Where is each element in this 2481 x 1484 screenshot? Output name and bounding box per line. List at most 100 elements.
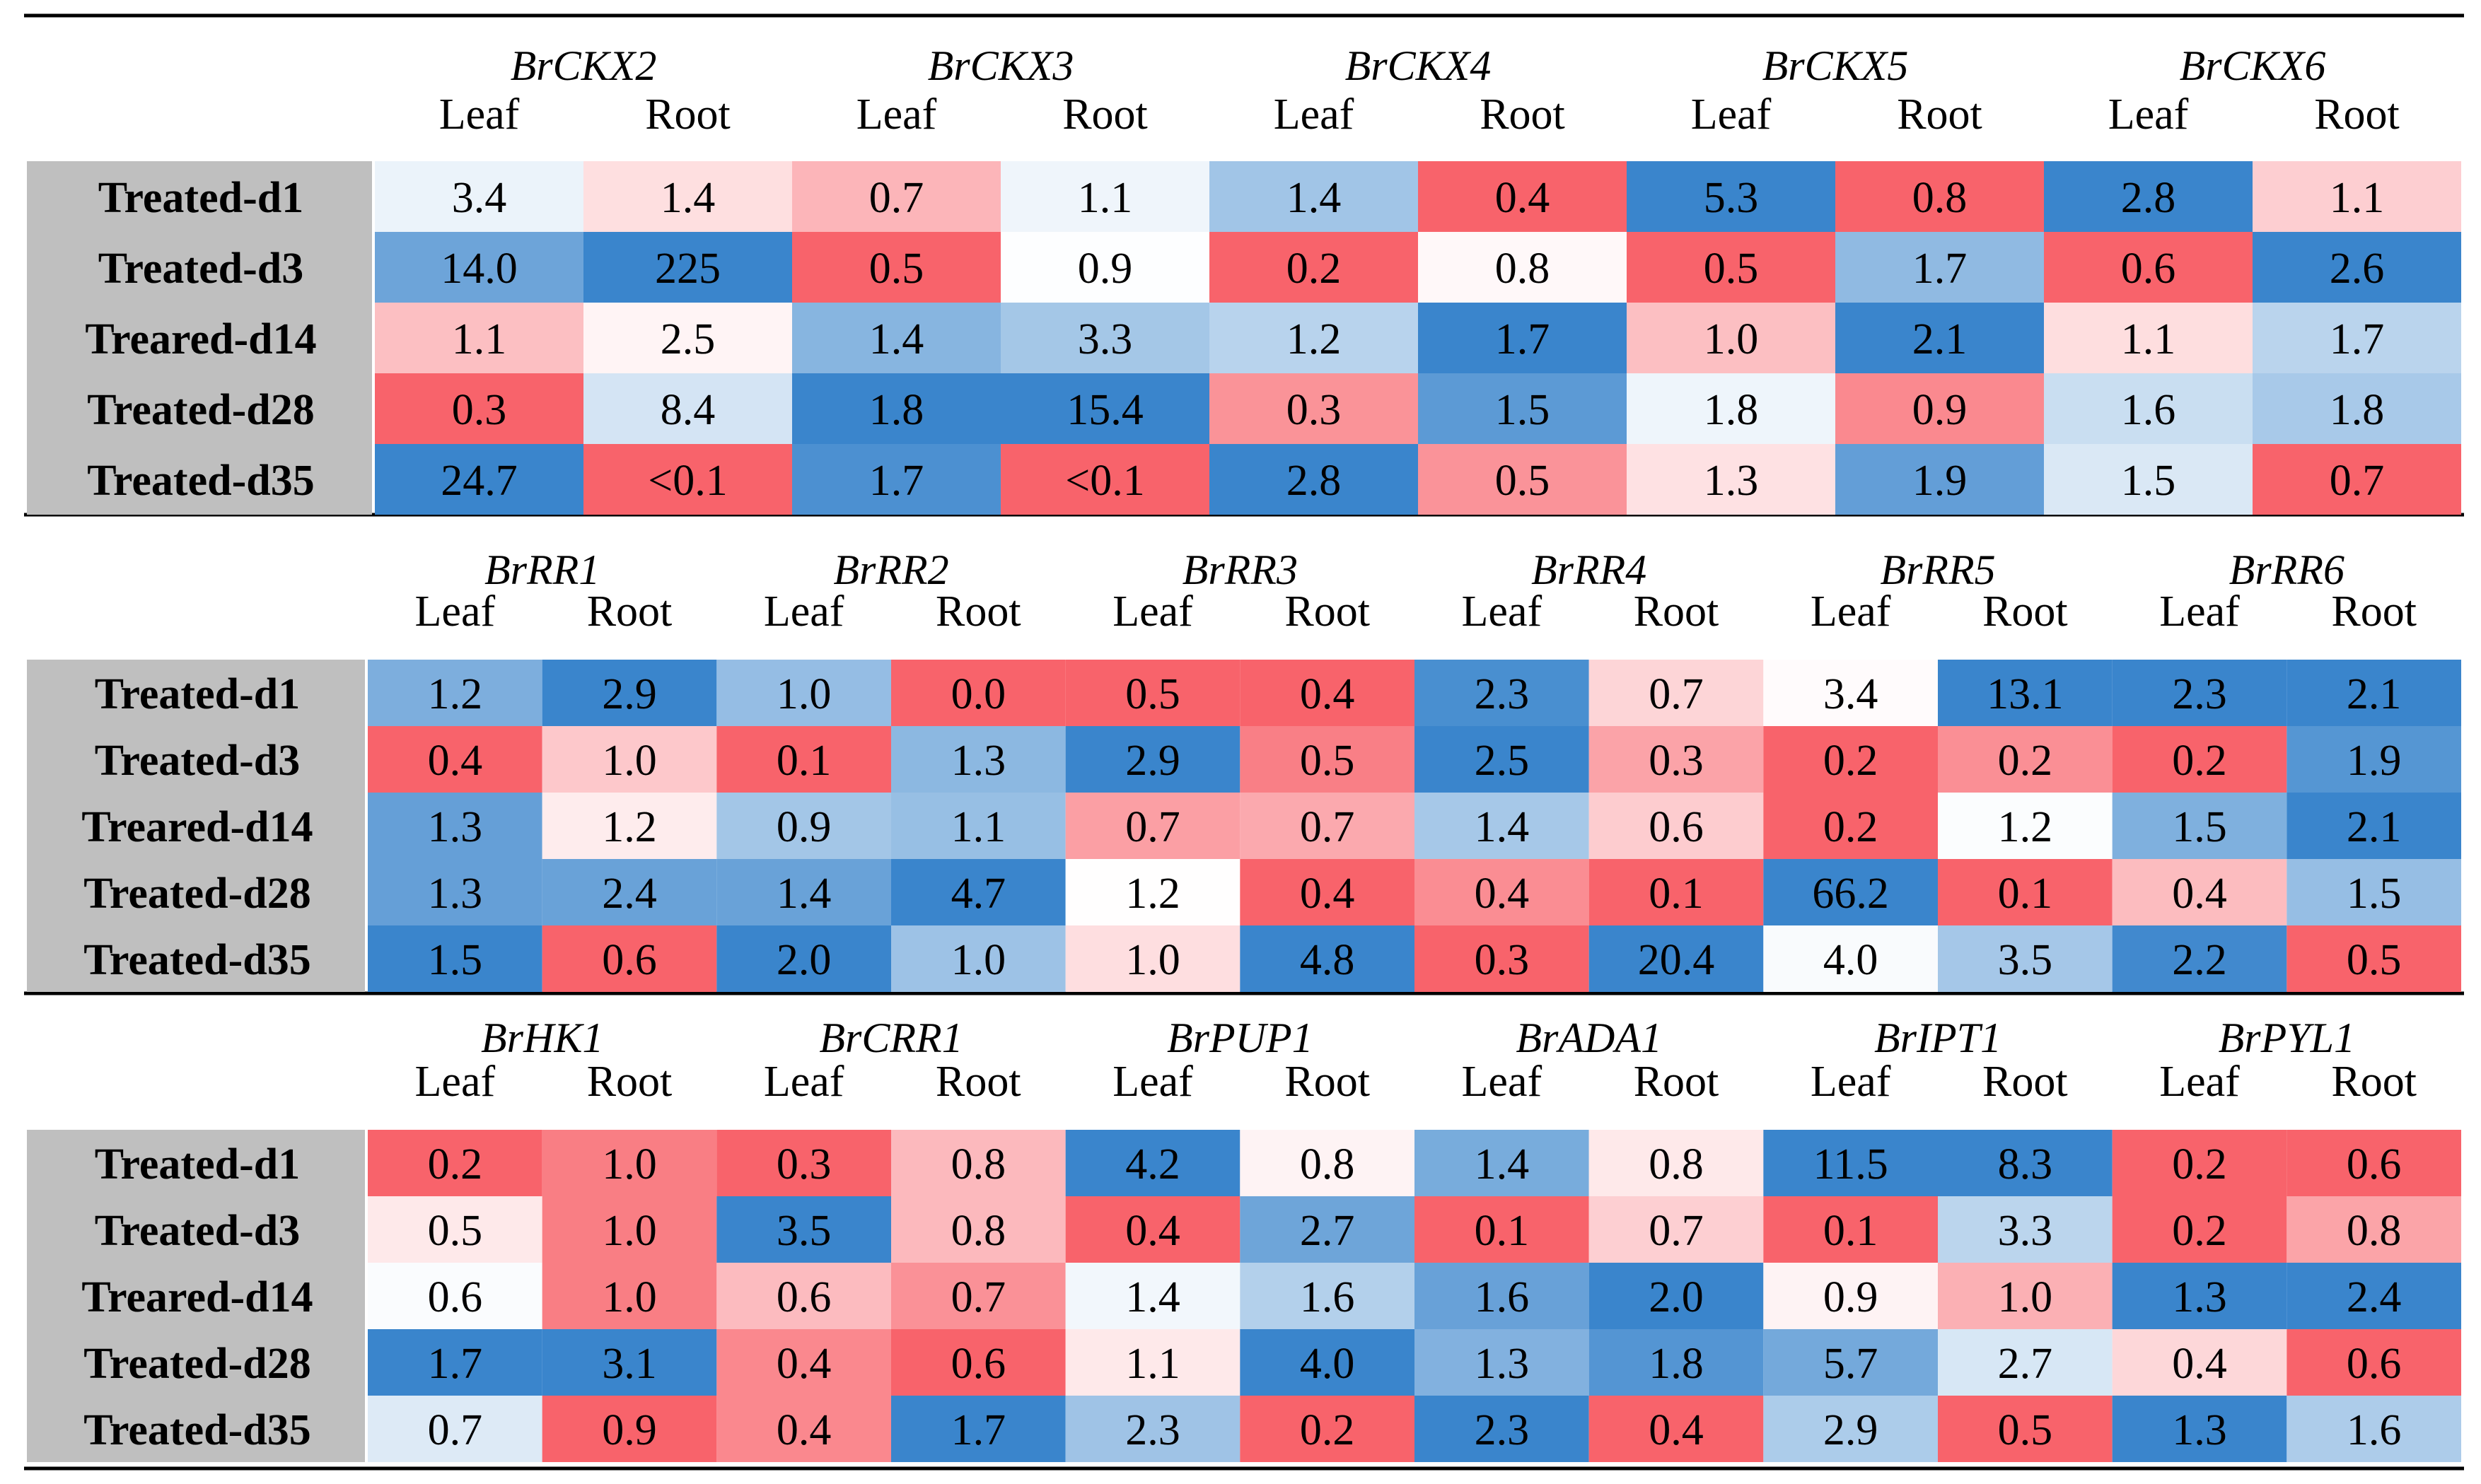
cell-value: 0.6: [777, 1273, 832, 1321]
cell-value: 1.7: [428, 1340, 483, 1388]
heatmap-cell: [1418, 232, 1627, 303]
heatmap-cell: [891, 793, 1066, 859]
cell-value: 1.5: [1495, 386, 1550, 434]
heatmap-cell: [1835, 232, 2044, 303]
heatmap-cell: [1001, 232, 1209, 303]
cell-value: <0.1: [648, 457, 727, 505]
tissue-header: Leaf: [2159, 588, 2240, 636]
tissue-header: Root: [2314, 90, 2400, 139]
heatmap-cell: [2287, 726, 2461, 793]
cell-value: 13.1: [1987, 670, 2064, 718]
cell-value: 0.7: [869, 174, 924, 222]
cell-value: 0.5: [1704, 245, 1759, 293]
heatmap-cell: [891, 1263, 1066, 1329]
cell-value: 1.4: [1475, 1140, 1530, 1188]
cell-value: 0.3: [452, 386, 507, 434]
cell-value: 0.2: [1286, 245, 1342, 293]
cell-value: 1.3: [1475, 1340, 1530, 1388]
heatmap-cell: [1627, 303, 1835, 373]
cell-value: 0.6: [951, 1340, 1006, 1388]
tissue-header: Root: [645, 90, 731, 139]
heatmap-cell: [1414, 859, 1589, 925]
row-label-background: [27, 1130, 365, 1462]
tissue-header: Root: [1982, 588, 2068, 636]
cell-value: 0.7: [1125, 803, 1180, 851]
heatmap-cell: [1240, 1263, 1414, 1329]
heatmap-cell: [2044, 444, 2253, 515]
heatmap-cell: [891, 1329, 1066, 1396]
heatmap-cell: [1588, 1130, 1764, 1196]
cell-value: 8.4: [661, 386, 716, 434]
heatmap-cell: [1588, 925, 1764, 992]
gene-header: BrPYL1: [2219, 1015, 2355, 1061]
cell-value: 0.6: [2347, 1140, 2402, 1188]
heatmap-cell: [1835, 373, 2044, 444]
cell-value: 2.3: [1475, 1406, 1530, 1454]
cell-value: 1.7: [1912, 245, 1968, 293]
cell-value: 1.0: [602, 1207, 657, 1255]
cell-value: 0.8: [1912, 174, 1968, 222]
tissue-header: Leaf: [764, 1058, 844, 1106]
heatmap-cell: [1588, 1396, 1764, 1462]
heatmap-cell: [2287, 793, 2461, 859]
heatmap-cell: [2112, 1396, 2287, 1462]
heatmap-cell: [1414, 1130, 1589, 1196]
heatmap-cell: [583, 232, 792, 303]
cell-value: 20.4: [1638, 936, 1715, 984]
tissue-header: Root: [2331, 1058, 2417, 1106]
heatmap-cell: [1588, 1196, 1764, 1263]
heatmap-cell: [1418, 161, 1627, 232]
gene-header: BrRR2: [833, 547, 948, 593]
heatmap-cell: [1065, 1396, 1240, 1462]
cell-value: 1.2: [1125, 870, 1180, 918]
heatmap-cell: [1240, 1396, 1414, 1462]
heatmap-cell: [1588, 793, 1764, 859]
heatmap-cell: [542, 793, 717, 859]
cell-value: 1.5: [428, 936, 483, 984]
cell-value: 1.0: [602, 1140, 657, 1188]
row-label: Treated-d28: [87, 386, 314, 434]
gene-header: BrCKX6: [2180, 42, 2326, 89]
heatmap-cell: [542, 1263, 717, 1329]
heatmap-cell: [583, 303, 792, 373]
tissue-header: Root: [1634, 1058, 1719, 1106]
cell-value: 1.2: [602, 803, 657, 851]
cell-value: 0.1: [1649, 870, 1704, 918]
cell-value: 1.4: [1286, 174, 1342, 222]
cell-value: 1.7: [869, 457, 924, 505]
heatmap-cell: [2112, 726, 2287, 793]
cell-value: 1.2: [1998, 803, 2053, 851]
heatmap-cell: [542, 1396, 717, 1462]
tissue-header: Leaf: [1811, 588, 1891, 636]
cell-value: 0.0: [951, 670, 1006, 718]
cell-value: 2.2: [2172, 936, 2227, 984]
cell-value: 0.7: [428, 1406, 483, 1454]
gene-header: BrADA1: [1516, 1015, 1662, 1061]
heatmap-cell: [716, 1130, 891, 1196]
row-label: Treated-d3: [98, 245, 303, 293]
cell-value: 1.7: [2330, 315, 2385, 363]
tissue-header: Leaf: [856, 90, 937, 139]
heatmap-cell: [368, 726, 542, 793]
heatmap-cell: [716, 925, 891, 992]
heatmap-cell: [1588, 660, 1764, 726]
row-label: Treared-d14: [81, 1273, 313, 1321]
cell-value: 0.8: [951, 1207, 1006, 1255]
cell-value: 1.0: [1704, 315, 1759, 363]
cell-value: 0.4: [2172, 870, 2227, 918]
heatmap-cell: [368, 1329, 542, 1396]
cell-value: 0.4: [777, 1340, 832, 1388]
heatmap-cell: [1414, 1196, 1589, 1263]
tissue-header: Root: [1634, 588, 1719, 636]
heatmap-cell: [1065, 726, 1240, 793]
heatmap-cell: [891, 925, 1066, 992]
cell-value: 1.8: [1704, 386, 1759, 434]
cell-value: 1.8: [2330, 386, 2385, 434]
heatmap-cell: [792, 444, 1001, 515]
heatmap-cell: [1763, 1196, 1938, 1263]
heatmap-cell: [716, 660, 891, 726]
cell-value: 1.1: [2330, 174, 2385, 222]
tissue-header: Leaf: [764, 588, 844, 636]
cell-value: 0.9: [602, 1406, 657, 1454]
cell-value: 0.7: [2330, 457, 2385, 505]
